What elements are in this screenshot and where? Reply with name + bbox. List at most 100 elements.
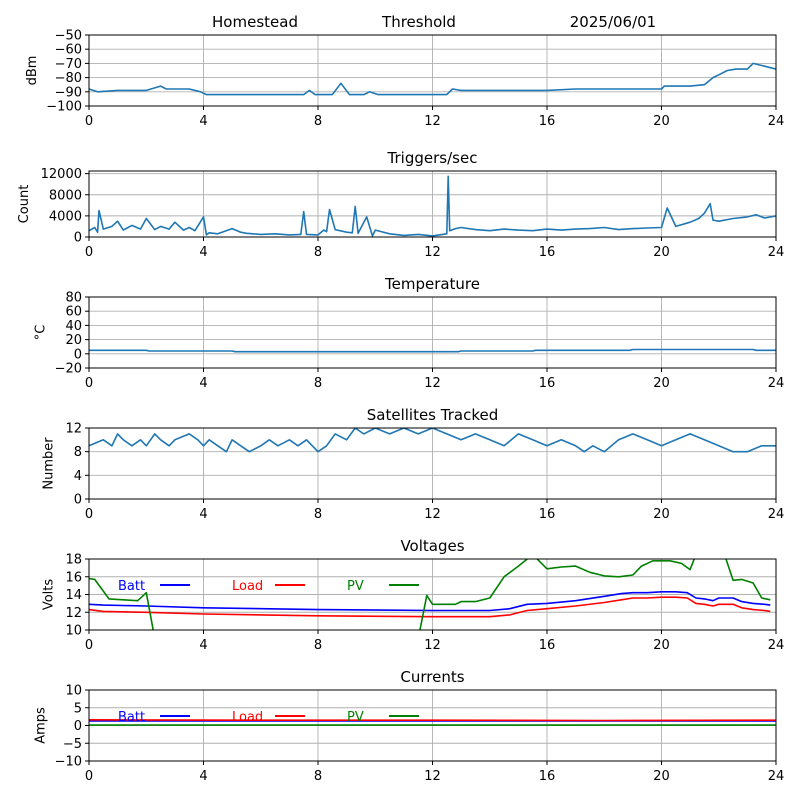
- series-line-load: [89, 596, 771, 618]
- x-tick-label: 20: [653, 114, 670, 129]
- x-tick-label: 0: [85, 507, 93, 522]
- x-tick-label: 8: [314, 245, 322, 260]
- legend-label-load: Load: [232, 579, 263, 594]
- legend-label-pv: PV: [347, 710, 364, 725]
- x-tick-label: 24: [768, 114, 785, 129]
- series-line-1: [89, 175, 776, 237]
- y-tick-label: 20: [65, 333, 82, 348]
- header-date: 2025/06/01: [570, 13, 656, 31]
- y-axis-label: dBm: [25, 56, 40, 86]
- x-tick-label: 20: [653, 245, 670, 260]
- y-tick-label: 14: [65, 588, 82, 603]
- panel-title: Triggers/sec: [387, 149, 478, 167]
- panel-title: Temperature: [384, 275, 480, 293]
- x-tick-label: 16: [539, 638, 556, 653]
- legend-label-load: Load: [232, 710, 263, 725]
- legend-label-pv: PV: [347, 579, 364, 594]
- y-axis-label: Amps: [33, 707, 48, 744]
- header-station: Homestead: [212, 13, 298, 31]
- legend-label-batt: Batt: [118, 579, 145, 594]
- x-tick-label: 4: [199, 769, 207, 784]
- y-tick-label: 16: [65, 570, 82, 585]
- x-tick-label: 8: [314, 769, 322, 784]
- x-tick-label: 12: [424, 114, 441, 129]
- x-tick-label: 4: [199, 507, 207, 522]
- y-tick-label: 60: [65, 305, 82, 320]
- series-line-1: [89, 62, 776, 96]
- x-tick-label: 16: [539, 114, 556, 129]
- y-axis-label: Number: [42, 437, 57, 490]
- series-line-pv: [89, 559, 771, 630]
- y-tick-label: 5: [74, 701, 82, 716]
- y-tick-label: 4000: [49, 209, 82, 224]
- y-tick-label: 12000: [41, 167, 82, 182]
- y-tick-label: 18: [65, 553, 82, 568]
- y-tick-label: −10: [55, 755, 82, 770]
- panel-title: Voltages: [400, 537, 464, 555]
- x-tick-label: 16: [539, 376, 556, 391]
- x-tick-label: 12: [424, 507, 441, 522]
- x-tick-label: 12: [424, 245, 441, 260]
- x-tick-label: 16: [539, 769, 556, 784]
- x-tick-label: 4: [199, 638, 207, 653]
- y-tick-label: 0: [74, 493, 82, 508]
- x-tick-label: 24: [768, 376, 785, 391]
- x-tick-label: 0: [85, 376, 93, 391]
- x-tick-label: 4: [199, 376, 207, 391]
- y-tick-label: 10: [65, 624, 82, 639]
- y-tick-label: 80: [65, 291, 82, 306]
- y-tick-label: 12: [65, 422, 82, 437]
- y-tick-label: 4: [74, 469, 82, 484]
- x-tick-label: 8: [314, 638, 322, 653]
- x-tick-label: 0: [85, 114, 93, 129]
- y-tick-label: −20: [55, 362, 82, 377]
- panel-title: Currents: [400, 668, 464, 686]
- x-tick-label: 20: [653, 638, 670, 653]
- x-tick-label: 8: [314, 114, 322, 129]
- x-tick-label: 24: [768, 507, 785, 522]
- x-tick-label: 12: [424, 769, 441, 784]
- x-tick-label: 8: [314, 507, 322, 522]
- header-mode: Threshold: [381, 13, 456, 31]
- x-tick-label: 24: [768, 245, 785, 260]
- y-tick-label: −60: [55, 43, 82, 58]
- y-tick-label: 0: [74, 719, 82, 734]
- x-tick-label: 4: [199, 245, 207, 260]
- y-tick-label: −5: [63, 737, 82, 752]
- x-tick-label: 16: [539, 507, 556, 522]
- x-tick-label: 4: [199, 114, 207, 129]
- y-axis-label: Count: [17, 185, 32, 224]
- y-tick-label: −70: [55, 57, 82, 72]
- y-tick-label: −80: [55, 71, 82, 86]
- y-tick-label: 8000: [49, 188, 82, 203]
- y-tick-label: 0: [74, 347, 82, 362]
- x-tick-label: 20: [653, 507, 670, 522]
- y-tick-label: 12: [65, 606, 82, 621]
- y-tick-label: −90: [55, 85, 82, 100]
- y-tick-label: −100: [46, 100, 82, 115]
- panel-voltages: 0 4 8 12 16 20 24 10 12 14 16 18 Voltages Volts Batt Lo…: [42, 537, 785, 653]
- y-tick-label: −50: [55, 29, 82, 44]
- series-line-load: [89, 718, 776, 722]
- y-axis-label: Volts: [42, 579, 57, 611]
- panel-signal: 0 4 8 12 16 20 24 −100−90−80−70−60−50 dBm: [25, 29, 784, 130]
- x-tick-label: 8: [314, 376, 322, 391]
- panel-currents: 0 4 8 12 16 20 24 −10 −5 0 5 10 Currents Amps Batt Load…: [33, 668, 784, 784]
- series-line-1: [89, 348, 776, 353]
- x-tick-label: 16: [539, 245, 556, 260]
- series-line-1: [89, 428, 776, 453]
- x-tick-label: 24: [768, 638, 785, 653]
- panel-satellites: 0 4 8 12 16 20 24 0 4 8 12 Satellites Tracked Number: [42, 406, 785, 522]
- x-tick-label: 0: [85, 245, 93, 260]
- legend-label-batt: Batt: [118, 710, 145, 725]
- y-tick-label: 40: [65, 319, 82, 334]
- panel-triggers: 0 4 8 12 16 20 24 0 4000 8000 12000 Triggers/sec Cou…: [17, 149, 784, 260]
- x-tick-label: 20: [653, 376, 670, 391]
- x-tick-label: 24: [768, 769, 785, 784]
- x-tick-label: 12: [424, 638, 441, 653]
- x-tick-label: 12: [424, 376, 441, 391]
- y-tick-label: 10: [65, 684, 82, 699]
- x-tick-label: 20: [653, 769, 670, 784]
- series-line-batt: [89, 590, 771, 612]
